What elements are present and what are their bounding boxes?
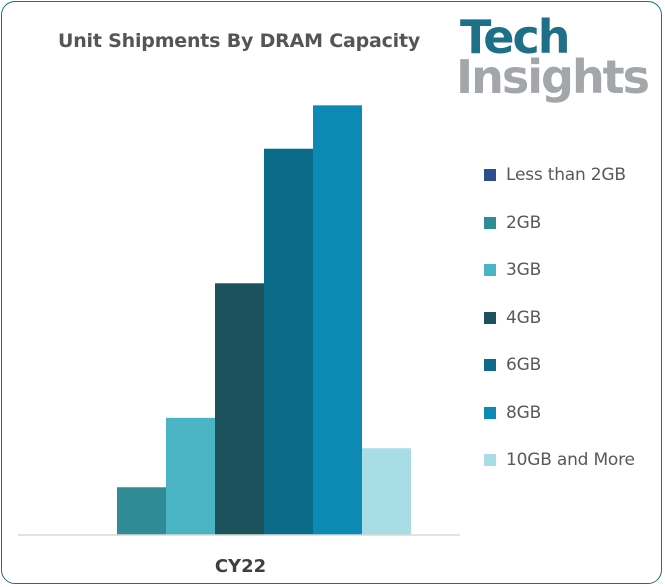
legend-swatch: [484, 264, 496, 276]
techinsights-logo: Tech Insights: [456, 12, 656, 104]
legend-item: 10GB and More: [484, 448, 654, 472]
legend-item: 2GB: [484, 211, 654, 235]
bar-10gb-and-more: [362, 448, 411, 535]
legend-swatch: [484, 169, 496, 181]
legend-swatch: [484, 359, 496, 371]
legend-label: 8GB: [506, 402, 542, 423]
legend-item: 8GB: [484, 401, 654, 425]
legend-swatch: [484, 216, 496, 229]
legend-item: 6GB: [484, 353, 654, 377]
legend-item: Less than 2GB: [484, 163, 654, 187]
legend-item: 4GB: [484, 306, 654, 330]
legend-label: 4GB: [506, 307, 542, 328]
legend-label: 3GB: [506, 260, 542, 280]
legend-swatch: [484, 311, 496, 324]
logo-word-insights: Insights: [456, 50, 650, 104]
logo-word-tech: Tech: [460, 10, 570, 64]
bar-6gb: [264, 148, 313, 536]
bar-3gb: [166, 417, 215, 535]
bars-group: [117, 105, 411, 536]
legend-label: Less than 2GB: [506, 165, 626, 185]
legend-label: 10GB and More: [506, 450, 635, 470]
bar-2gb: [117, 487, 166, 535]
x-tick-label: CY22: [215, 556, 266, 577]
bar-8gb: [313, 105, 362, 535]
legend-swatch: [484, 454, 496, 466]
legend-swatch: [484, 406, 496, 419]
legend-label: 2GB: [506, 212, 542, 233]
chart-title: Unit Shipments By DRAM Capacity: [58, 30, 421, 52]
legend-item: 3GB: [484, 258, 654, 282]
legend-label: 6GB: [506, 355, 542, 375]
x-tick-labels: CY22: [215, 556, 266, 577]
bar-4gb: [215, 283, 264, 535]
